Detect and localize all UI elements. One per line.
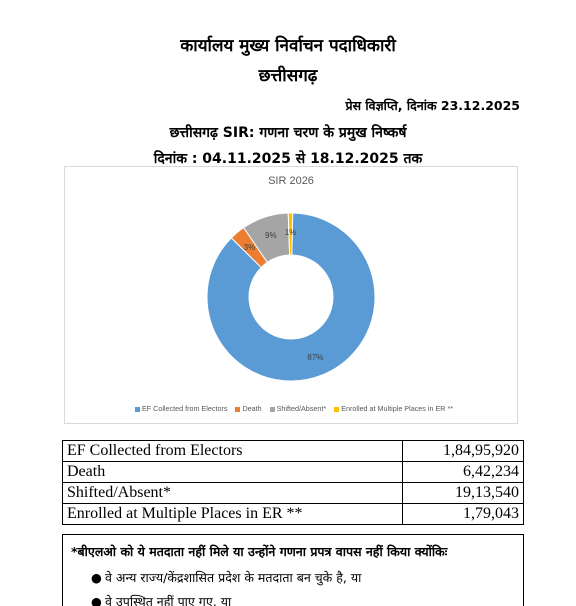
table-row: EF Collected from Electors 1,84,95,920 (62, 440, 524, 462)
table-row: Death 6,42,234 (62, 461, 524, 483)
donut-chart: SIR 2026 87% 3% 9% 1% EF Collected from Ele… (64, 166, 518, 424)
row-label: EF Collected from Electors (62, 440, 403, 462)
press-release-date: प्रेस विज्ञप्ति, दिनांक 23.12.2025 (345, 98, 520, 113)
report-subtitle: छत्तीसगढ़ SIR: गणना चरण के प्रमुख निष्कर… (169, 125, 407, 141)
legend-swatch (134, 406, 140, 412)
note-bullet: ● वे उपस्थित नहीं पाए गए, या (91, 593, 231, 606)
slice-percent-label: 9% (265, 231, 277, 240)
row-value: 1,79,043 (402, 503, 524, 525)
donut-slice (206, 212, 376, 382)
bullet-text: वे अन्य राज्य/केंद्रशासित प्रदेश के मतदा… (104, 570, 362, 585)
slice-percent-label: 1% (285, 228, 297, 237)
legend-label: Death (242, 404, 262, 413)
office-title: कार्यालय मुख्य निर्वाचन पदाधिकारी (180, 36, 396, 56)
note-box: *बीएलओ को ये मतदाता नहीं मिले या उन्होंन… (62, 534, 524, 606)
date-range: दिनांक : 04.11.2025 से 18.12.2025 तक (153, 151, 423, 167)
note-bullet: ● वे अन्य राज्य/केंद्रशासित प्रदेश के मत… (91, 569, 361, 586)
row-label: Enrolled at Multiple Places in ER ** (62, 503, 403, 525)
slice-percent-label: 87% (307, 353, 323, 362)
legend-label: Enrolled at Multiple Places in ER ** (341, 404, 454, 413)
donut-slice (287, 212, 294, 256)
chart-title: SIR 2026 (268, 175, 314, 187)
state-title: छत्तीसगढ़ (258, 66, 318, 86)
note-title: *बीएलओ को ये मतदाता नहीं मिले या उन्होंन… (71, 544, 448, 559)
row-label: Shifted/Absent* (62, 482, 403, 504)
legend-swatch (269, 406, 275, 412)
row-value: 1,84,95,920 (402, 440, 524, 462)
bullet-dot-icon: ● (91, 570, 102, 585)
legend-swatch (235, 406, 241, 412)
table-row: Shifted/Absent* 19,13,540 (62, 482, 524, 504)
row-value: 19,13,540 (402, 482, 524, 504)
row-value: 6,42,234 (402, 461, 524, 483)
legend-label: Shifted/Absent* (276, 404, 327, 413)
legend-swatch (334, 406, 340, 412)
table-row: Enrolled at Multiple Places in ER ** 1,79… (62, 503, 524, 525)
legend-label: EF Collected from Electors (141, 404, 228, 413)
row-label: Death (62, 461, 403, 483)
donut-svg: 87% 3% 9% 1% (206, 212, 376, 382)
slice-percent-label: 3% (244, 243, 256, 252)
summary-table: EF Collected from Electors 1,84,95,920 De… (62, 440, 524, 525)
bullet-dot-icon: ● (91, 594, 102, 606)
chart-legend: EF Collected from Electors Death Shifted… (65, 404, 517, 413)
bullet-text: वे उपस्थित नहीं पाए गए, या (104, 594, 232, 606)
